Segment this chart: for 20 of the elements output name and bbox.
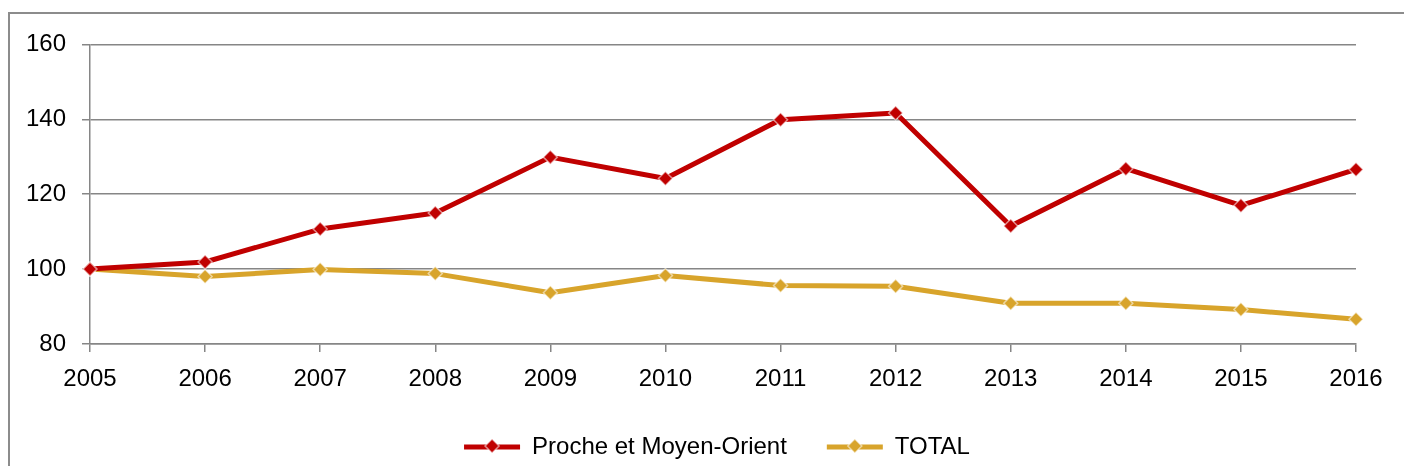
x-tick-label: 2009 [523, 364, 578, 392]
x-tick-label: 2013 [984, 364, 1038, 392]
legend-label: Proche et Moyen-Orient [532, 431, 788, 459]
x-tick-label: 2012 [868, 364, 923, 392]
y-tick-label: 100 [25, 253, 66, 281]
y-tick-label: 80 [39, 328, 66, 356]
x-tick-label: 2011 [754, 364, 807, 392]
x-tick-label: 2014 [1099, 364, 1153, 392]
x-tick-label: 2008 [408, 364, 462, 392]
x-tick-label: 2016 [1329, 364, 1383, 392]
y-tick-label: 140 [25, 103, 66, 131]
x-tick-label: 2005 [63, 364, 117, 392]
y-tick-label: 160 [25, 29, 66, 57]
x-tick-label: 2015 [1214, 364, 1268, 392]
x-tick-label: 2010 [638, 364, 693, 392]
x-tick-label: 2007 [293, 364, 347, 392]
legend-label: TOTAL [894, 431, 970, 459]
y-tick-label: 120 [25, 178, 66, 206]
x-tick-label: 2006 [178, 364, 232, 392]
chart-frame: Proche et Moyen-Orient TOTAL 2005 2006 2007 2008 2009 2010 2011 2012 2013 2014 2015 2016 80 100 120 140 160 [8, 12, 1404, 466]
